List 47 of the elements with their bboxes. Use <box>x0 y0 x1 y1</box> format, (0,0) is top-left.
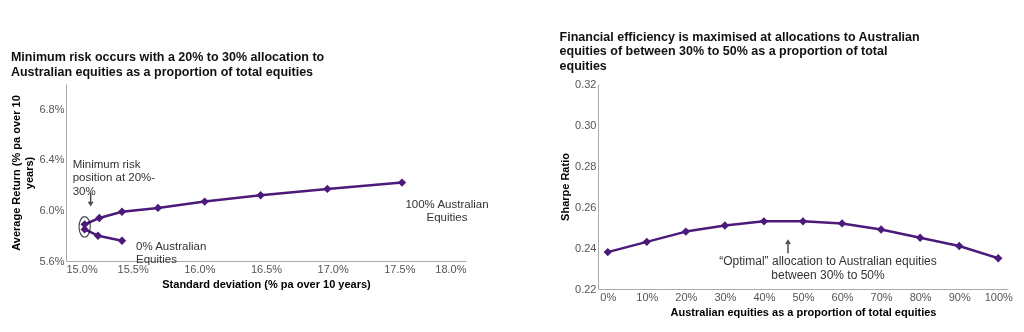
x-tick-label: 80% <box>909 290 932 303</box>
x-tick-label: 0% <box>600 290 617 303</box>
x-tick-label: 16.5% <box>250 262 283 275</box>
y-tick-label: 0.22 <box>575 282 597 295</box>
x-tick-label: 50% <box>792 290 815 303</box>
x-tick-label: 60% <box>831 290 854 303</box>
y-tick-label: 6.0% <box>39 203 65 216</box>
point <box>994 254 1003 263</box>
y-tick-label: 0.28 <box>575 159 597 172</box>
y-tick-label: 0.32 <box>575 77 597 90</box>
x-tick-label: 90% <box>948 290 971 303</box>
x-tick-label: 18.0% <box>435 262 467 275</box>
y-axis-title: Average Return (% pa over 10 years) <box>10 95 36 251</box>
x-tick-label: 20% <box>675 290 698 303</box>
x-tick-label: 30% <box>714 290 737 303</box>
y-tick-label: 5.6% <box>39 254 65 267</box>
annotation: Minimum risk position at 20%- 30% <box>72 157 156 197</box>
point <box>955 241 964 251</box>
point <box>759 217 769 226</box>
x-tick-label: 100% <box>984 290 1014 303</box>
x-tick-label: 40% <box>753 290 776 303</box>
point <box>915 233 925 242</box>
y-tick-label: 0.24 <box>575 241 597 254</box>
y-tick-label: 6.8% <box>39 102 65 115</box>
x-axis-title: Standard deviation (% pa over 10 years) <box>162 277 372 290</box>
y-tick-label: 0.30 <box>575 118 597 131</box>
point <box>837 219 847 228</box>
y-axis-title: Sharpe Ratio <box>559 152 572 221</box>
y-tick-label: 6.4% <box>39 153 65 166</box>
point <box>798 217 808 226</box>
chart-title: Minimum risk occurs with a 20% to 30% allocation to Australian equities as a proportion of total equities <box>10 50 325 79</box>
annotation: “Optimal” allocation to Australian equities between 30% to 50% <box>719 254 937 282</box>
x-tick-label: 16.0% <box>184 262 216 275</box>
chart-title: Financial efficiency is maximised at allocations to Australian equities of between 30% to 50% as a proportion of total equities <box>559 29 920 73</box>
point <box>603 247 612 257</box>
point <box>720 221 730 230</box>
x-tick-label: 10% <box>636 290 659 303</box>
x-tick-label: 17.0% <box>317 262 349 275</box>
point <box>642 237 651 247</box>
point <box>876 225 886 234</box>
x-tick-label: 70% <box>870 290 893 303</box>
point <box>681 227 691 236</box>
x-tick-label: 17.5% <box>384 262 416 275</box>
annotation: 100% Australian Equities <box>405 197 489 224</box>
x-axis-title: Australian equities as a proportion of total equities <box>670 305 937 318</box>
y-tick-label: 0.26 <box>575 200 597 213</box>
x-tick-label: 15.0% <box>66 262 98 275</box>
